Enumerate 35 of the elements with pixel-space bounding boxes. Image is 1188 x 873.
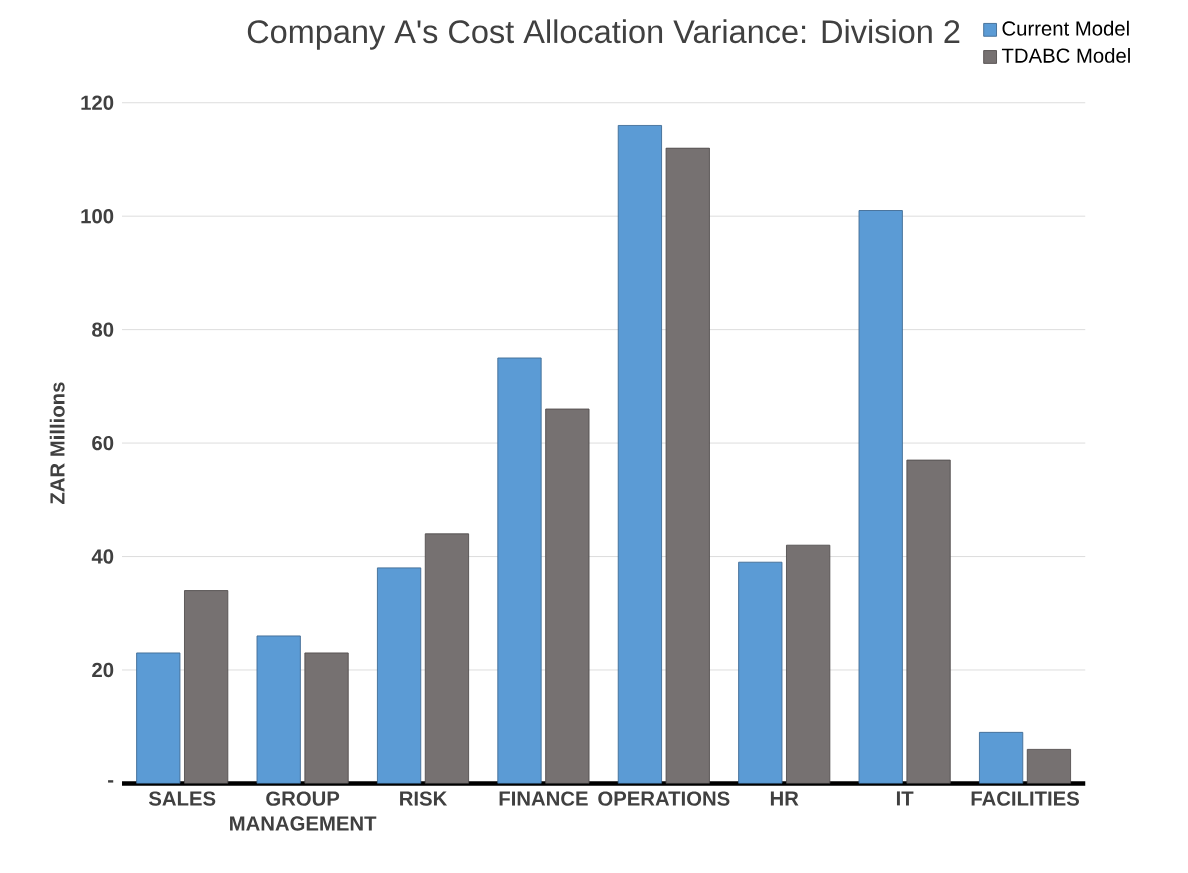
bar — [376, 567, 422, 784]
bar — [738, 561, 783, 784]
x-tick-label: GROUP MANAGEMENT — [230, 791, 377, 831]
y-tick-label: 100 — [81, 208, 114, 224]
x-tick-label: OPERATIONS — [598, 791, 730, 806]
y-axis-title: ZAR Millions — [49, 382, 65, 504]
x-tick-label: FACILITIES — [971, 791, 1079, 806]
x-tick-label: IT — [896, 791, 914, 806]
bar — [617, 124, 663, 784]
chart-title: Company A's Cost Allocation Variance: Division 2 — [247, 19, 960, 50]
bar — [304, 652, 349, 784]
y-tick-label: 40 — [91, 549, 114, 564]
bar — [858, 209, 903, 784]
x-tick-label: HR — [770, 791, 799, 806]
y-tick-label: 80 — [92, 322, 114, 337]
bar — [497, 357, 542, 784]
bar — [665, 147, 710, 784]
x-tick-label: RISK — [400, 791, 448, 806]
bar — [1026, 748, 1072, 784]
bar — [256, 635, 301, 784]
y-tick-label: 120 — [81, 95, 114, 110]
y-tick-label: 20 — [92, 662, 114, 678]
y-tick-label: 60 — [92, 435, 114, 451]
x-tick-label: FINANCE — [499, 791, 588, 806]
bar — [184, 589, 229, 784]
bar — [424, 533, 470, 784]
bar — [136, 652, 181, 784]
bar — [786, 544, 831, 784]
bar — [545, 408, 590, 784]
legend-label: TDABC Model — [1001, 47, 1130, 63]
x-tick-label: SALES — [148, 791, 216, 806]
legend-label: Current Model — [1002, 20, 1129, 36]
bar — [978, 731, 1024, 784]
y-tick-label: - — [108, 780, 114, 783]
bar — [906, 459, 951, 784]
